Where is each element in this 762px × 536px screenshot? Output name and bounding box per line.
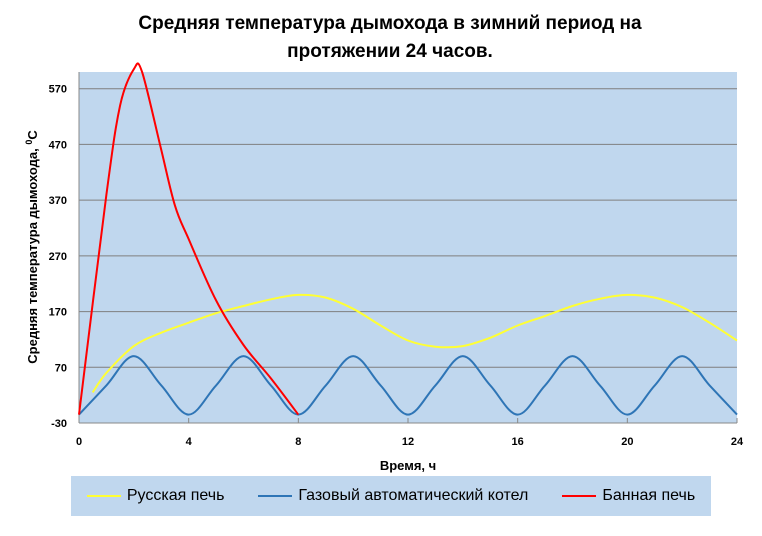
legend-label-sauna-stove: Банная печь [602, 487, 696, 504]
legend: Русская печь Газовый автоматический коте… [71, 476, 711, 516]
y-axis-title-unit: С [25, 130, 40, 140]
legend-swatch-sauna-stove [562, 495, 597, 497]
x-tick-label: 4 [186, 436, 193, 448]
y-tick-label: 470 [49, 139, 67, 151]
series-lines [78, 62, 738, 416]
x-tick-label: 20 [621, 436, 633, 448]
x-tick-label: 8 [295, 436, 301, 448]
y-axis-title: Средняя температура дымохода, 0С [24, 130, 40, 364]
legend-item-sauna-stove: Банная печь [562, 487, 695, 505]
y-tick-label: 270 [49, 251, 67, 263]
chart-title-line-1: Средняя температура дымохода в зимний пе… [138, 13, 642, 34]
grid-lines [78, 88, 738, 423]
y-tick-label: 70 [55, 362, 67, 374]
y-axis-title-sup: 0 [24, 140, 34, 145]
x-tick-label: 0 [76, 436, 82, 448]
axes [78, 72, 737, 424]
plot-area [79, 72, 737, 423]
x-axis-title: Время, ч [380, 458, 436, 473]
chart-title: Средняя температура дымохода в зимний пе… [60, 10, 720, 66]
series-line-gas-boiler [78, 355, 738, 416]
legend-item-russian-stove: Русская печь [86, 487, 225, 505]
legend-label-gas-boiler: Газовый автоматический котел [298, 487, 529, 504]
chart-title-line-2: протяжении 24 часов. [287, 41, 493, 62]
y-tick-label: 370 [49, 195, 67, 207]
y-tick-label: 570 [49, 84, 67, 96]
y-tick-labels: -30 70 170 270 370 470 570 [49, 84, 67, 430]
series-line-russian-stove [91, 293, 738, 393]
y-tick-label: -30 [51, 418, 67, 430]
x-tick-label: 16 [512, 436, 524, 448]
legend-item-gas-boiler: Газовый автоматический котел [258, 487, 528, 505]
x-tick-label: 24 [731, 436, 744, 448]
series-line-sauna-stove [78, 62, 300, 416]
x-tick-label: 12 [402, 436, 414, 448]
y-tick-label: 170 [49, 307, 67, 319]
x-tick-labels: 0 4 8 12 16 20 24 [76, 436, 744, 448]
y-axis-title-main: Средняя температура дымохода, [25, 145, 40, 364]
legend-swatch-gas-boiler [258, 495, 293, 497]
legend-label-russian-stove: Русская печь [126, 487, 225, 504]
legend-swatch-russian-stove [86, 495, 121, 497]
